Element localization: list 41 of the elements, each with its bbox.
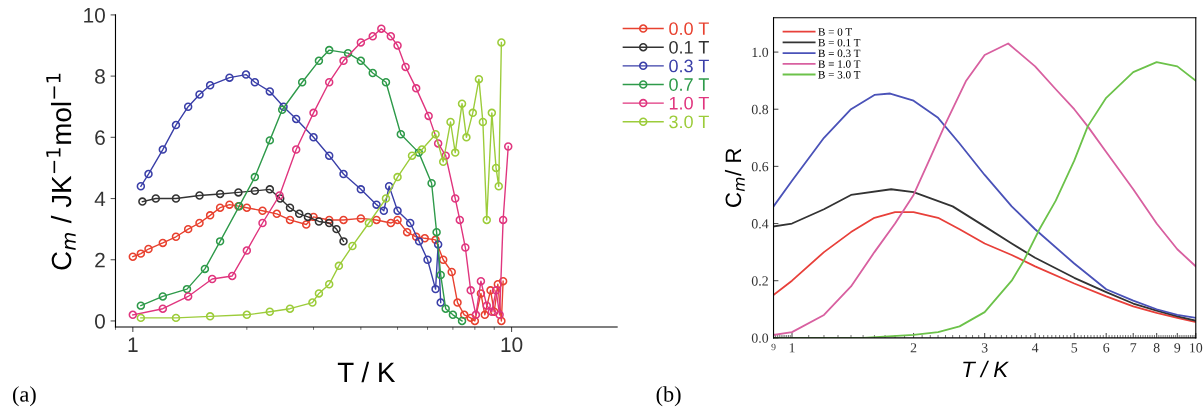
legend-label: B = 0.1 T bbox=[818, 38, 861, 47]
x-tick-label: 10 bbox=[1190, 343, 1203, 353]
text: (b) bbox=[656, 386, 681, 407]
y-axis-title: C$_{m}$/ R bbox=[724, 148, 745, 207]
x-axis-title: T / K bbox=[963, 360, 1009, 378]
y-tick-label: 0.4 bbox=[751, 219, 769, 229]
legend-label: 3.0 T bbox=[669, 115, 709, 129]
x-tick-label: 9 bbox=[1174, 343, 1181, 353]
y-tick-label: 4 bbox=[94, 191, 106, 207]
y-tick-label: 0 bbox=[94, 313, 105, 329]
y-tick-label: 0.0 bbox=[751, 333, 769, 343]
text: (a) bbox=[13, 386, 36, 407]
legend-label: 0.3 T bbox=[669, 59, 709, 73]
y-tick-label: 0.8 bbox=[751, 104, 769, 115]
x-tick-label: 7 bbox=[1130, 343, 1137, 353]
y-tick-label: 0.2 bbox=[751, 276, 768, 286]
legend-label: 0.0 T bbox=[669, 22, 709, 36]
x-tick-label: 5 bbox=[1071, 343, 1078, 353]
y-tick-label: 8 bbox=[95, 69, 105, 84]
y-axis-title: C$_{m}$ / JK$^{−1}$mol$^{−1}$ bbox=[46, 73, 76, 270]
legend-label: 0.7 T bbox=[669, 78, 709, 91]
y-tick-label: 1.0 bbox=[752, 47, 769, 58]
x-tick-label: 2 bbox=[910, 343, 917, 353]
x-tick-label: 1 bbox=[789, 343, 795, 353]
x-tick-label: 4 bbox=[1031, 343, 1039, 353]
legend-label: B = 0.3 T bbox=[818, 49, 861, 58]
y-tick-label: 6 bbox=[95, 130, 105, 146]
x-tick-label: 8 bbox=[1153, 343, 1160, 353]
legend-label: B = 1.0 T bbox=[818, 60, 861, 68]
legend-label: 0.1 T bbox=[669, 40, 709, 54]
x-axis-title: T / K bbox=[337, 361, 396, 383]
x-tick-label: 6 bbox=[1103, 343, 1110, 353]
x-tick-label: 3 bbox=[981, 343, 988, 353]
x-tick-label: 1 bbox=[128, 337, 138, 352]
legend-label: 1.0 T bbox=[669, 96, 709, 110]
y-tick-label: 2 bbox=[95, 252, 105, 268]
legend-label: B = 3.0 T bbox=[818, 70, 861, 79]
y-tick-label: 10 bbox=[84, 7, 105, 23]
legend-label: B = 0 T bbox=[818, 28, 852, 36]
y-tick-label: 0.6 bbox=[751, 161, 769, 172]
x-tick-label: 10 bbox=[501, 337, 523, 353]
